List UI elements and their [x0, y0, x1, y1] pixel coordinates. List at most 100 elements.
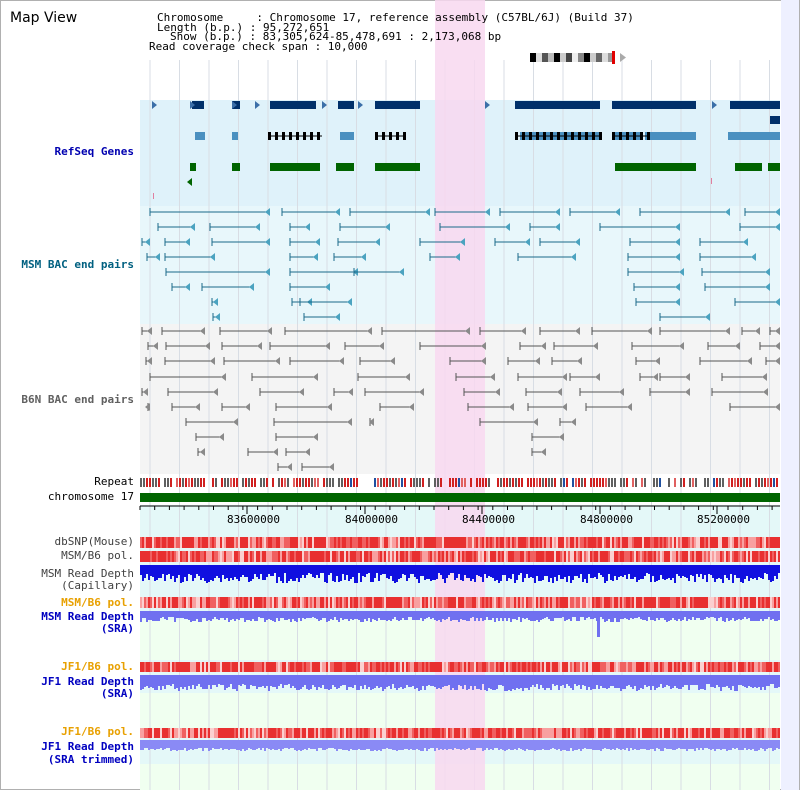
msm-capillary-depth	[736, 565, 738, 578]
msm-b6-pol-heat-2	[226, 597, 228, 608]
dbsnp-heat	[278, 537, 280, 548]
jf1-b6-pol-heat-2	[464, 728, 466, 738]
msm-b6-pol-heat-2	[338, 597, 340, 608]
jf1-sra-trimmed-depth	[460, 740, 462, 750]
jf1-b6-pol-heat	[394, 662, 396, 672]
msm-capillary-depth	[230, 565, 232, 578]
msm-b6-pol-heat-2	[362, 597, 364, 608]
jf1-b6-pol-heat	[168, 662, 170, 672]
jf1-sra-depth	[488, 675, 490, 688]
msm-b6-pol-heat-2	[168, 597, 170, 608]
jf1-b6-pol-heat	[224, 662, 226, 672]
jf1-sra-trimmed-depth	[750, 740, 752, 750]
track-label-jf1-depth-sra[interactable]: JF1 Read Depth	[41, 675, 134, 688]
msm-sra-depth	[602, 611, 604, 619]
jf1-sra-trimmed-depth	[292, 740, 294, 748]
jf1-b6-pol-heat	[286, 662, 288, 672]
jf1-sra-trimmed-depth	[202, 740, 204, 751]
track-label-msm-b6-pol-1[interactable]: MSM/B6 pol.	[61, 549, 134, 562]
dbsnp-heat	[438, 537, 440, 548]
msm-sra-depth	[244, 611, 246, 622]
jf1-b6-pol-heat-2	[220, 728, 222, 738]
ideogram-band	[530, 53, 536, 62]
track-label-jf1-b6-pol-1[interactable]: JF1/B6 pol.	[61, 660, 134, 673]
msm-sra-depth	[176, 611, 178, 618]
msm-sra-depth	[530, 611, 532, 621]
repeat-block	[326, 478, 328, 487]
jf1-sra-depth	[214, 675, 216, 685]
track-label-b6n-bac[interactable]: B6N BAC end pairs	[21, 393, 134, 406]
repeat-block	[170, 478, 172, 487]
msm-capillary-depth	[360, 565, 362, 582]
jf1-sra-trimmed-depth	[622, 740, 624, 749]
jf1-b6-pol-heat-2	[330, 728, 332, 738]
jf1-b6-pol-heat	[616, 662, 618, 672]
dbsnp-heat	[766, 537, 768, 548]
track-label-jf1-b6-pol-2[interactable]: JF1/B6 pol.	[61, 725, 134, 738]
jf1-sra-trimmed-depth	[616, 740, 618, 748]
track-label-repeat[interactable]: Repeat	[94, 475, 134, 488]
msm-b6-pol-heat-2	[560, 597, 562, 608]
msm-b6-pol-heat	[354, 551, 356, 562]
msm-b6-pol-heat	[520, 551, 522, 562]
jf1-b6-pol-heat-2	[194, 728, 196, 738]
track-label-msm-depth-cap[interactable]: MSM Read Depth	[41, 567, 134, 580]
track-label-msm-depth-sra[interactable]: MSM Read Depth	[41, 610, 134, 623]
repeat-block	[182, 478, 184, 487]
jf1-b6-pol-heat-2	[726, 728, 728, 738]
jf1-sra-depth	[766, 675, 768, 686]
jf1-sra-trimmed-depth	[414, 740, 416, 750]
msm-b6-pol-heat	[316, 551, 318, 562]
jf1-sra-depth	[526, 675, 528, 688]
msm-sra-depth	[718, 611, 720, 618]
track-label-refseq-genes[interactable]: RefSeq Genes	[54, 145, 134, 158]
msm-b6-pol-heat-2	[334, 597, 336, 608]
msm-b6-pol-heat-2	[330, 597, 332, 608]
b6n-bac-arrow	[593, 342, 598, 350]
repeat-block	[158, 478, 160, 487]
msm-sra-depth	[760, 611, 762, 619]
track-label-jf1-depth-trim[interactable]: JF1 Read Depth	[41, 740, 134, 753]
dbsnp-heat	[190, 537, 192, 548]
jf1-b6-pol-heat-2	[566, 728, 568, 738]
jf1-b6-pol-heat	[402, 662, 404, 672]
jf1-sra-depth	[168, 675, 170, 685]
track-label-msm-b6-pol-2[interactable]: MSM/B6 pol.	[61, 596, 134, 609]
jf1-b6-pol-heat	[434, 662, 436, 672]
jf1-sra-depth	[632, 675, 634, 689]
repeat-block	[434, 478, 436, 487]
jf1-b6-pol-heat	[308, 662, 310, 672]
dbsnp-heat	[342, 537, 344, 548]
msm-sra-depth	[216, 611, 218, 619]
jf1-b6-pol-heat-2	[492, 728, 494, 738]
jf1-b6-pol-heat-2	[488, 728, 490, 738]
gene-exon	[303, 132, 306, 140]
jf1-sra-depth	[556, 675, 558, 685]
msm-capillary-depth	[640, 565, 642, 579]
track-label-msm-bac[interactable]: MSM BAC end pairs	[21, 258, 134, 271]
msm-b6-pol-heat	[200, 551, 202, 562]
dbsnp-heat	[542, 537, 544, 548]
msm-b6-pol-heat-2	[758, 597, 760, 608]
jf1-sra-depth	[308, 675, 310, 690]
msm-b6-pol-heat	[172, 551, 174, 562]
jf1-b6-pol-heat	[322, 662, 324, 672]
jf1-sra-depth	[174, 675, 176, 689]
jf1-b6-pol-heat-2	[240, 728, 242, 738]
ideogram-end	[620, 53, 626, 62]
jf1-sra-depth	[774, 675, 776, 688]
jf1-sra-depth	[504, 675, 506, 691]
msm-sra-depth	[190, 611, 192, 622]
msm-sra-depth	[396, 611, 398, 620]
msm-b6-pol-heat	[762, 551, 764, 562]
msm-b6-pol-heat	[294, 551, 296, 562]
repeat-block	[719, 478, 721, 487]
dbsnp-heat	[208, 537, 210, 548]
jf1-sra-depth	[376, 675, 378, 686]
b6n-bac-arrow	[521, 327, 526, 335]
track-label-dbsnp[interactable]: dbSNP(Mouse)	[54, 535, 134, 548]
track-label-chromosome[interactable]: chromosome 17	[47, 490, 134, 503]
msm-capillary-depth	[576, 565, 578, 576]
jf1-b6-pol-heat-2	[212, 728, 214, 738]
